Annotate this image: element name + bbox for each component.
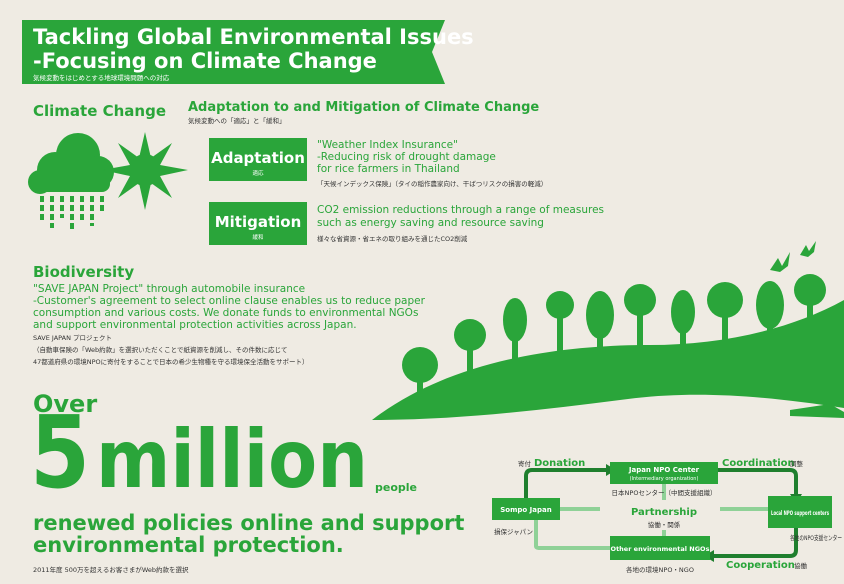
- edge-jp: 協働: [794, 561, 808, 570]
- section-jp: 気候変動への「適応」と「緩和」: [188, 116, 286, 125]
- subtitle: -Focusing on Climate Change: [33, 49, 377, 73]
- node-jp: 損保ジャパン: [494, 527, 533, 536]
- stat-text: renewed policies online and support: [33, 511, 464, 535]
- header-jp: 気候変動をはじめとする地球環境問題への対応: [33, 73, 170, 82]
- page: {"header": {"title": "Tackling Global En…: [0, 0, 844, 584]
- center-label: Partnership: [631, 507, 697, 518]
- item-text: CO2 emission reductions through a range …: [317, 204, 604, 216]
- stat-jp: 2011年度 500万を超えるお客さまがWeb約款を選択: [33, 565, 189, 574]
- bio-text: and support environmental protection act…: [33, 319, 357, 331]
- node-label: Other environmental NGOs: [611, 545, 710, 553]
- node-jp: 各地のNPO支援センター: [790, 533, 842, 542]
- box-label: Adaptation: [211, 149, 305, 167]
- item-text: "Weather Index Insurance": [317, 139, 458, 151]
- edge-label: Coordination: [722, 458, 795, 469]
- item-jp: 様々な省資源・省エネの取り組みを通じたCO2削減: [317, 234, 468, 243]
- node-label: Local NPO support centers: [771, 510, 829, 517]
- box-label: Mitigation: [215, 213, 302, 231]
- box-label-jp: 適応: [252, 169, 264, 177]
- box-label-jp: 緩和: [252, 233, 263, 241]
- node-sub: (Intermediary organization): [630, 476, 699, 482]
- node-jp: 日本NPOセンター（中間支援組織）: [612, 488, 717, 497]
- stat-suffix: people: [375, 481, 417, 494]
- landscape: [372, 241, 844, 420]
- node-label: Japan NPO Center: [628, 466, 700, 474]
- edge-label: Donation: [534, 458, 585, 469]
- node-jp: 各地の環境NPO・NGO: [626, 565, 694, 574]
- section-title: Adaptation to and Mitigation of Climate …: [188, 100, 539, 115]
- edge-jp: 調整: [790, 459, 804, 468]
- bio-text: -Customer's agreement to select online c…: [33, 295, 426, 307]
- bio-text: "SAVE JAPAN Project" through automobile …: [33, 283, 305, 295]
- node-label: Sompo Japan: [500, 506, 551, 514]
- cloud-icon: [28, 133, 114, 230]
- item-text: -Reducing risk of drought damage: [317, 151, 496, 163]
- item-text: such as energy saving and resource savin…: [317, 217, 544, 229]
- heading: Biodiversity: [33, 263, 134, 281]
- sun-icon: [102, 132, 188, 210]
- item-jp: 「天候インデックス保険」（タイの稲作農家向け、干ばつリスクの損害の軽減）: [317, 179, 547, 188]
- edge-jp: 寄付: [518, 459, 532, 468]
- bio-jp: SAVE JAPAN プロジェクト: [33, 334, 112, 342]
- stat-number: 5: [30, 394, 90, 511]
- item-text: for rice farmers in Thailand: [317, 163, 460, 175]
- edge-label: Cooperation: [726, 560, 795, 571]
- stat-text: environmental protection.: [33, 533, 344, 557]
- bio-jp: 47都道府県の環境NPOに寄付をすることで日本の希少生物種を守る環境保全活動をサ…: [33, 357, 308, 366]
- bio-text: consumption and various costs. We donate…: [33, 307, 418, 319]
- heading: Climate Change: [33, 102, 166, 120]
- stat-unit: million: [96, 413, 368, 506]
- infographic: Tackling Global Environmental Issues -Fo…: [0, 0, 844, 584]
- title: Tackling Global Environmental Issues: [33, 25, 474, 49]
- bio-jp: （自動車保険の「Web約款」を選択いただくことで紙資源を削減し、その件数に応じて: [33, 345, 287, 354]
- center-jp: 協働・関係: [648, 520, 681, 529]
